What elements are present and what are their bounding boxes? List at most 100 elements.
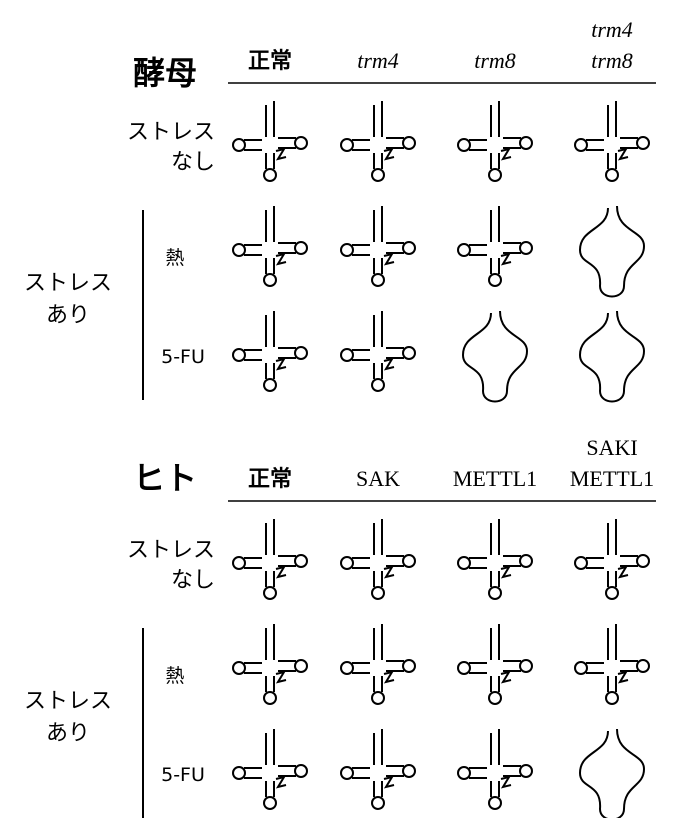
stem <box>383 147 395 161</box>
trna-degraded <box>578 728 646 818</box>
trna-intact <box>457 206 533 287</box>
loop <box>457 661 471 675</box>
loop <box>519 659 533 673</box>
stem <box>617 147 629 161</box>
trna-degraded <box>461 310 529 403</box>
stem <box>275 565 287 579</box>
loop <box>340 661 354 675</box>
loop <box>519 241 533 255</box>
stem <box>383 252 395 266</box>
loop <box>519 554 533 568</box>
loop <box>263 378 277 392</box>
trna-intact <box>232 729 308 810</box>
stem <box>275 670 287 684</box>
loop <box>402 659 416 673</box>
loop <box>636 136 650 150</box>
panel-title: ヒト <box>133 459 197 497</box>
loop <box>371 796 385 810</box>
stem <box>383 357 395 371</box>
trna-intact <box>340 206 416 287</box>
loop <box>488 273 502 287</box>
stem <box>500 565 512 579</box>
loop <box>263 796 277 810</box>
loop <box>488 796 502 810</box>
trna-intact <box>340 101 416 182</box>
group-label: あり <box>46 303 90 328</box>
loop <box>371 378 385 392</box>
stem <box>500 252 512 266</box>
loop <box>294 764 308 778</box>
trna-intact <box>457 624 533 705</box>
loop <box>371 273 385 287</box>
trna-intact <box>340 729 416 810</box>
loop <box>402 554 416 568</box>
degraded-outline <box>578 310 646 403</box>
group-label: ストレス <box>24 689 112 714</box>
stem <box>617 670 629 684</box>
loop <box>519 136 533 150</box>
trna-intact <box>340 624 416 705</box>
trna-intact <box>232 519 308 600</box>
column-header: trm8 <box>474 48 516 73</box>
loop <box>371 168 385 182</box>
column-header: METTL1 <box>570 466 654 491</box>
loop <box>605 691 619 705</box>
loop <box>263 586 277 600</box>
trna-intact <box>457 101 533 182</box>
loop <box>636 554 650 568</box>
trna-intact <box>340 311 416 392</box>
loop <box>457 138 471 152</box>
loop <box>605 586 619 600</box>
group-label: ストレス <box>24 271 112 296</box>
column-header: SAK <box>356 466 400 491</box>
loop <box>263 168 277 182</box>
loop <box>232 138 246 152</box>
degraded-outline <box>578 728 646 818</box>
loop <box>294 659 308 673</box>
column-header: trm8 <box>591 48 633 73</box>
column-header: METTL1 <box>453 466 537 491</box>
trna-intact <box>457 729 533 810</box>
loop <box>371 691 385 705</box>
group-label: あり <box>46 721 90 746</box>
loop <box>636 659 650 673</box>
loop <box>402 136 416 150</box>
trna-intact <box>232 101 308 182</box>
loop <box>294 241 308 255</box>
loop <box>340 556 354 570</box>
row-label: ストレス <box>127 120 215 145</box>
trna-degraded <box>578 310 646 403</box>
row-label: なし <box>171 568 215 593</box>
loop <box>232 348 246 362</box>
column-header: SAKI <box>586 435 637 460</box>
loop <box>294 346 308 360</box>
loop <box>574 138 588 152</box>
loop <box>340 243 354 257</box>
loop <box>340 138 354 152</box>
loop <box>232 556 246 570</box>
stem <box>275 147 287 161</box>
loop <box>457 243 471 257</box>
loop <box>294 554 308 568</box>
loop <box>519 764 533 778</box>
stem <box>383 565 395 579</box>
row-label: 5-FU <box>161 346 205 368</box>
row-label: 熱 <box>165 247 184 269</box>
stem <box>383 670 395 684</box>
loop <box>340 348 354 362</box>
loop <box>340 766 354 780</box>
loop <box>488 168 502 182</box>
loop <box>263 273 277 287</box>
trna-degraded <box>578 205 646 298</box>
stem <box>275 775 287 789</box>
loop <box>232 243 246 257</box>
trna-intact <box>457 519 533 600</box>
stem <box>275 357 287 371</box>
column-header: 正常 <box>248 466 292 492</box>
loop <box>605 168 619 182</box>
trna-intact <box>232 206 308 287</box>
stem <box>500 775 512 789</box>
loop <box>232 661 246 675</box>
stem <box>500 147 512 161</box>
